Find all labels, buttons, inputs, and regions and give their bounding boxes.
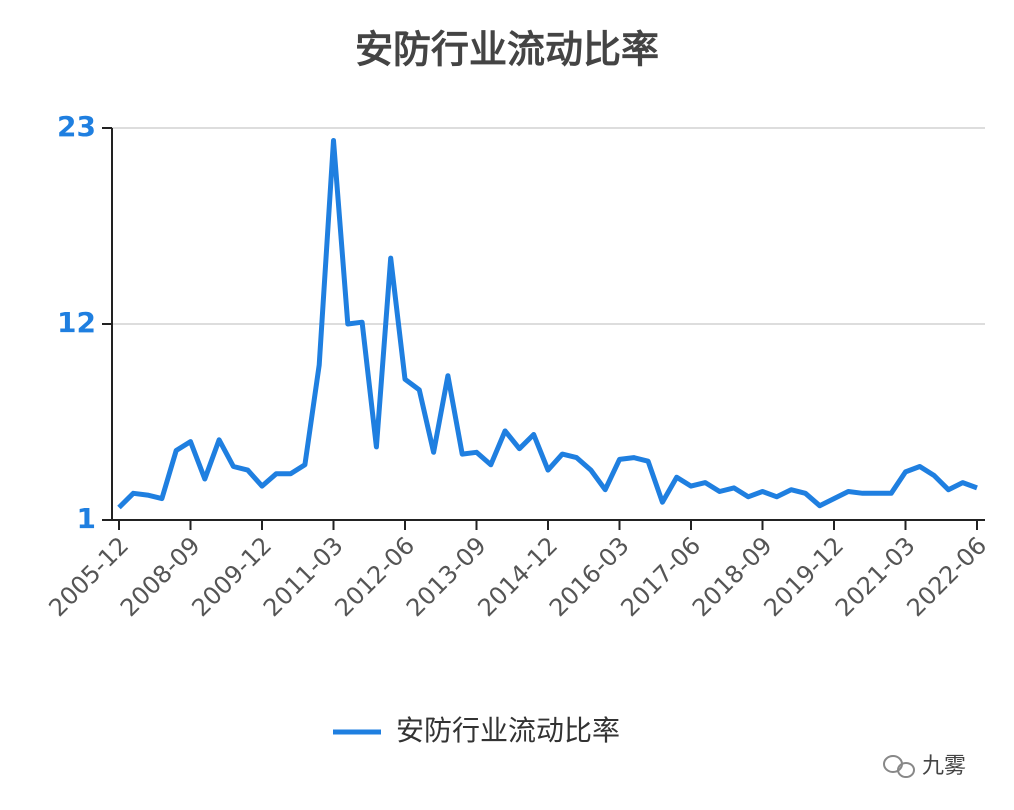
y-tick-label: 23 [57,110,96,143]
watermark-icon [883,755,915,778]
x-tick-label: 2022-06 [901,531,992,622]
y-tick-label: 1 [77,502,96,535]
y-tick-label: 12 [57,306,96,339]
chart-title: 安防行业流动比率 [355,28,659,72]
watermark: 九雾 [922,754,966,779]
line-series [117,138,978,510]
legend-label: 安防行业流动比率 [396,714,620,747]
